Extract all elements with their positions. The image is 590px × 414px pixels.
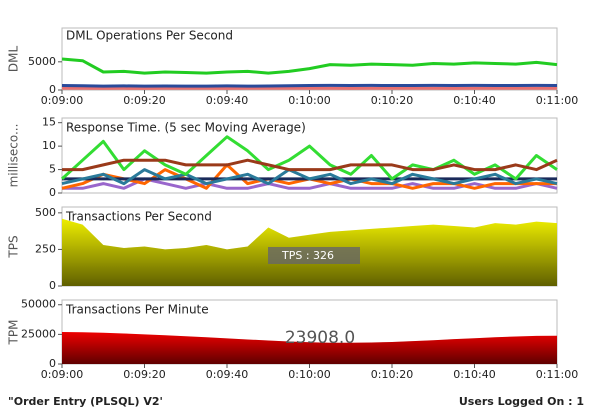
x-tick-label: 0:09:00: [41, 368, 83, 381]
workload-name: "Order Entry (PLSQL) V2': [8, 395, 163, 408]
users-logged-on: Users Logged On : 1: [459, 395, 584, 408]
x-tick-label: 0:09:40: [206, 94, 248, 107]
x-tick-label: 0:11:00: [536, 368, 578, 381]
y-tick-label: 500: [35, 206, 56, 219]
y-tick-label: 0: [49, 279, 56, 292]
x-tick-label: 0:10:00: [288, 368, 330, 381]
y-tick-label: 15: [42, 116, 56, 129]
x-tick-label: 0:09:40: [206, 368, 248, 381]
y-axis-label: DML: [7, 46, 21, 73]
x-tick-label: 0:09:20: [123, 94, 165, 107]
y-tick-label: 5: [49, 163, 56, 176]
y-tick-label: 0: [49, 83, 56, 96]
x-tick-label: 0:10:40: [453, 94, 495, 107]
area-shade: [62, 332, 557, 364]
y-tick-label: 25000: [21, 327, 56, 340]
chart-title: Response Time. (5 sec Moving Average): [66, 121, 306, 135]
y-tick-label: 250: [35, 242, 56, 255]
line: [62, 158, 558, 172]
x-tick-label: 0:09:20: [123, 368, 165, 381]
x-tick-label: 0:09:00: [41, 94, 83, 107]
current-value: 23908.0: [285, 328, 355, 348]
x-tick-label: 0:10:40: [453, 368, 495, 381]
y-tick-label: 50000: [21, 298, 56, 311]
y-tick-label: 0: [49, 186, 56, 199]
y-tick-label: 5000: [28, 55, 56, 68]
x-tick-label: 0:10:00: [288, 94, 330, 107]
y-tick-label: 0: [49, 357, 56, 370]
chart-title: DML Operations Per Second: [66, 29, 233, 43]
chart-title: Transactions Per Second: [65, 210, 212, 224]
line: [61, 168, 558, 186]
line: [61, 83, 558, 88]
y-tick-label: 10: [42, 139, 56, 152]
x-tick-label: 0:10:20: [371, 368, 413, 381]
chart-title: Transactions Per Minute: [65, 303, 209, 317]
plot-area: [61, 27, 558, 91]
y-axis-label: milliseco...: [7, 124, 21, 188]
plot-area: [61, 117, 558, 194]
y-axis-label: TPS: [7, 235, 21, 258]
tooltip: TPS : 326: [281, 249, 334, 262]
x-tick-label: 0:10:20: [371, 94, 413, 107]
tooltip-box: [268, 247, 360, 264]
y-axis-label: TPM: [7, 320, 21, 346]
x-tick-label: 0:11:00: [536, 94, 578, 107]
line: [60, 135, 558, 181]
line: [61, 57, 558, 75]
